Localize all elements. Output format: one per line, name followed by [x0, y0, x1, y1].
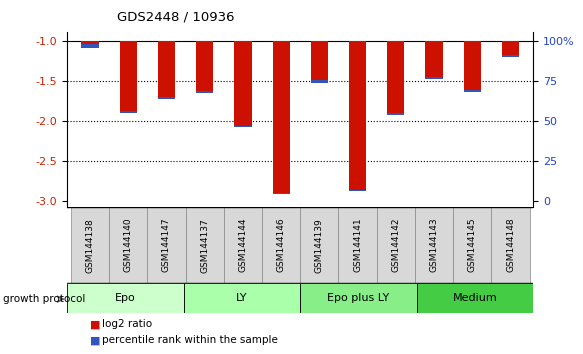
Text: Medium: Medium	[453, 293, 497, 303]
Bar	[184, 283, 300, 313]
Bar	[196, 91, 213, 93]
Bar	[453, 207, 491, 283]
Text: Epo plus LY: Epo plus LY	[328, 293, 389, 303]
Bar	[82, 41, 99, 48]
Bar	[417, 283, 533, 313]
Text: GSM144144: GSM144144	[238, 218, 247, 272]
Text: GSM144147: GSM144147	[162, 218, 171, 273]
Bar	[234, 126, 251, 127]
Bar	[120, 41, 137, 113]
Bar	[463, 90, 481, 92]
Text: GSM144138: GSM144138	[86, 218, 94, 273]
Bar	[349, 41, 366, 191]
Text: GSM144148: GSM144148	[506, 218, 515, 273]
Text: GDS2448 / 10936: GDS2448 / 10936	[117, 11, 234, 24]
Bar	[109, 207, 147, 283]
Bar	[339, 207, 377, 283]
Text: GSM144142: GSM144142	[391, 218, 401, 272]
Bar	[311, 41, 328, 83]
Text: growth protocol: growth protocol	[3, 294, 85, 304]
Text: GSM144140: GSM144140	[124, 218, 133, 273]
Bar	[147, 207, 185, 283]
Text: GSM144143: GSM144143	[430, 218, 438, 273]
Bar	[71, 207, 109, 283]
Bar	[234, 41, 251, 127]
Bar	[349, 190, 366, 191]
Bar	[463, 41, 481, 92]
Bar	[502, 55, 519, 57]
Bar	[158, 41, 175, 99]
Bar	[158, 97, 175, 99]
Bar	[82, 44, 99, 48]
Bar	[426, 76, 442, 79]
Text: GSM144145: GSM144145	[468, 218, 477, 273]
Text: Epo: Epo	[115, 293, 136, 303]
Bar	[311, 80, 328, 83]
Text: GSM144139: GSM144139	[315, 218, 324, 273]
Text: ■: ■	[90, 319, 101, 330]
Bar	[502, 41, 519, 57]
Bar	[426, 41, 442, 79]
Bar	[387, 41, 405, 115]
Text: ■: ■	[90, 335, 101, 346]
Bar	[67, 283, 184, 313]
Bar	[415, 207, 453, 283]
Bar	[300, 207, 339, 283]
Bar	[377, 207, 415, 283]
Bar	[196, 41, 213, 93]
Text: percentile rank within the sample: percentile rank within the sample	[102, 335, 278, 346]
Text: GSM144146: GSM144146	[276, 218, 286, 273]
Bar	[272, 41, 290, 194]
Bar	[491, 207, 529, 283]
Bar	[300, 283, 417, 313]
Bar	[120, 111, 137, 113]
Bar	[262, 207, 300, 283]
Text: GSM144141: GSM144141	[353, 218, 362, 273]
Bar	[387, 113, 405, 115]
Text: log2 ratio: log2 ratio	[102, 319, 152, 330]
Bar	[185, 207, 224, 283]
Text: GSM144137: GSM144137	[200, 218, 209, 273]
Bar	[224, 207, 262, 283]
Text: LY: LY	[236, 293, 248, 303]
